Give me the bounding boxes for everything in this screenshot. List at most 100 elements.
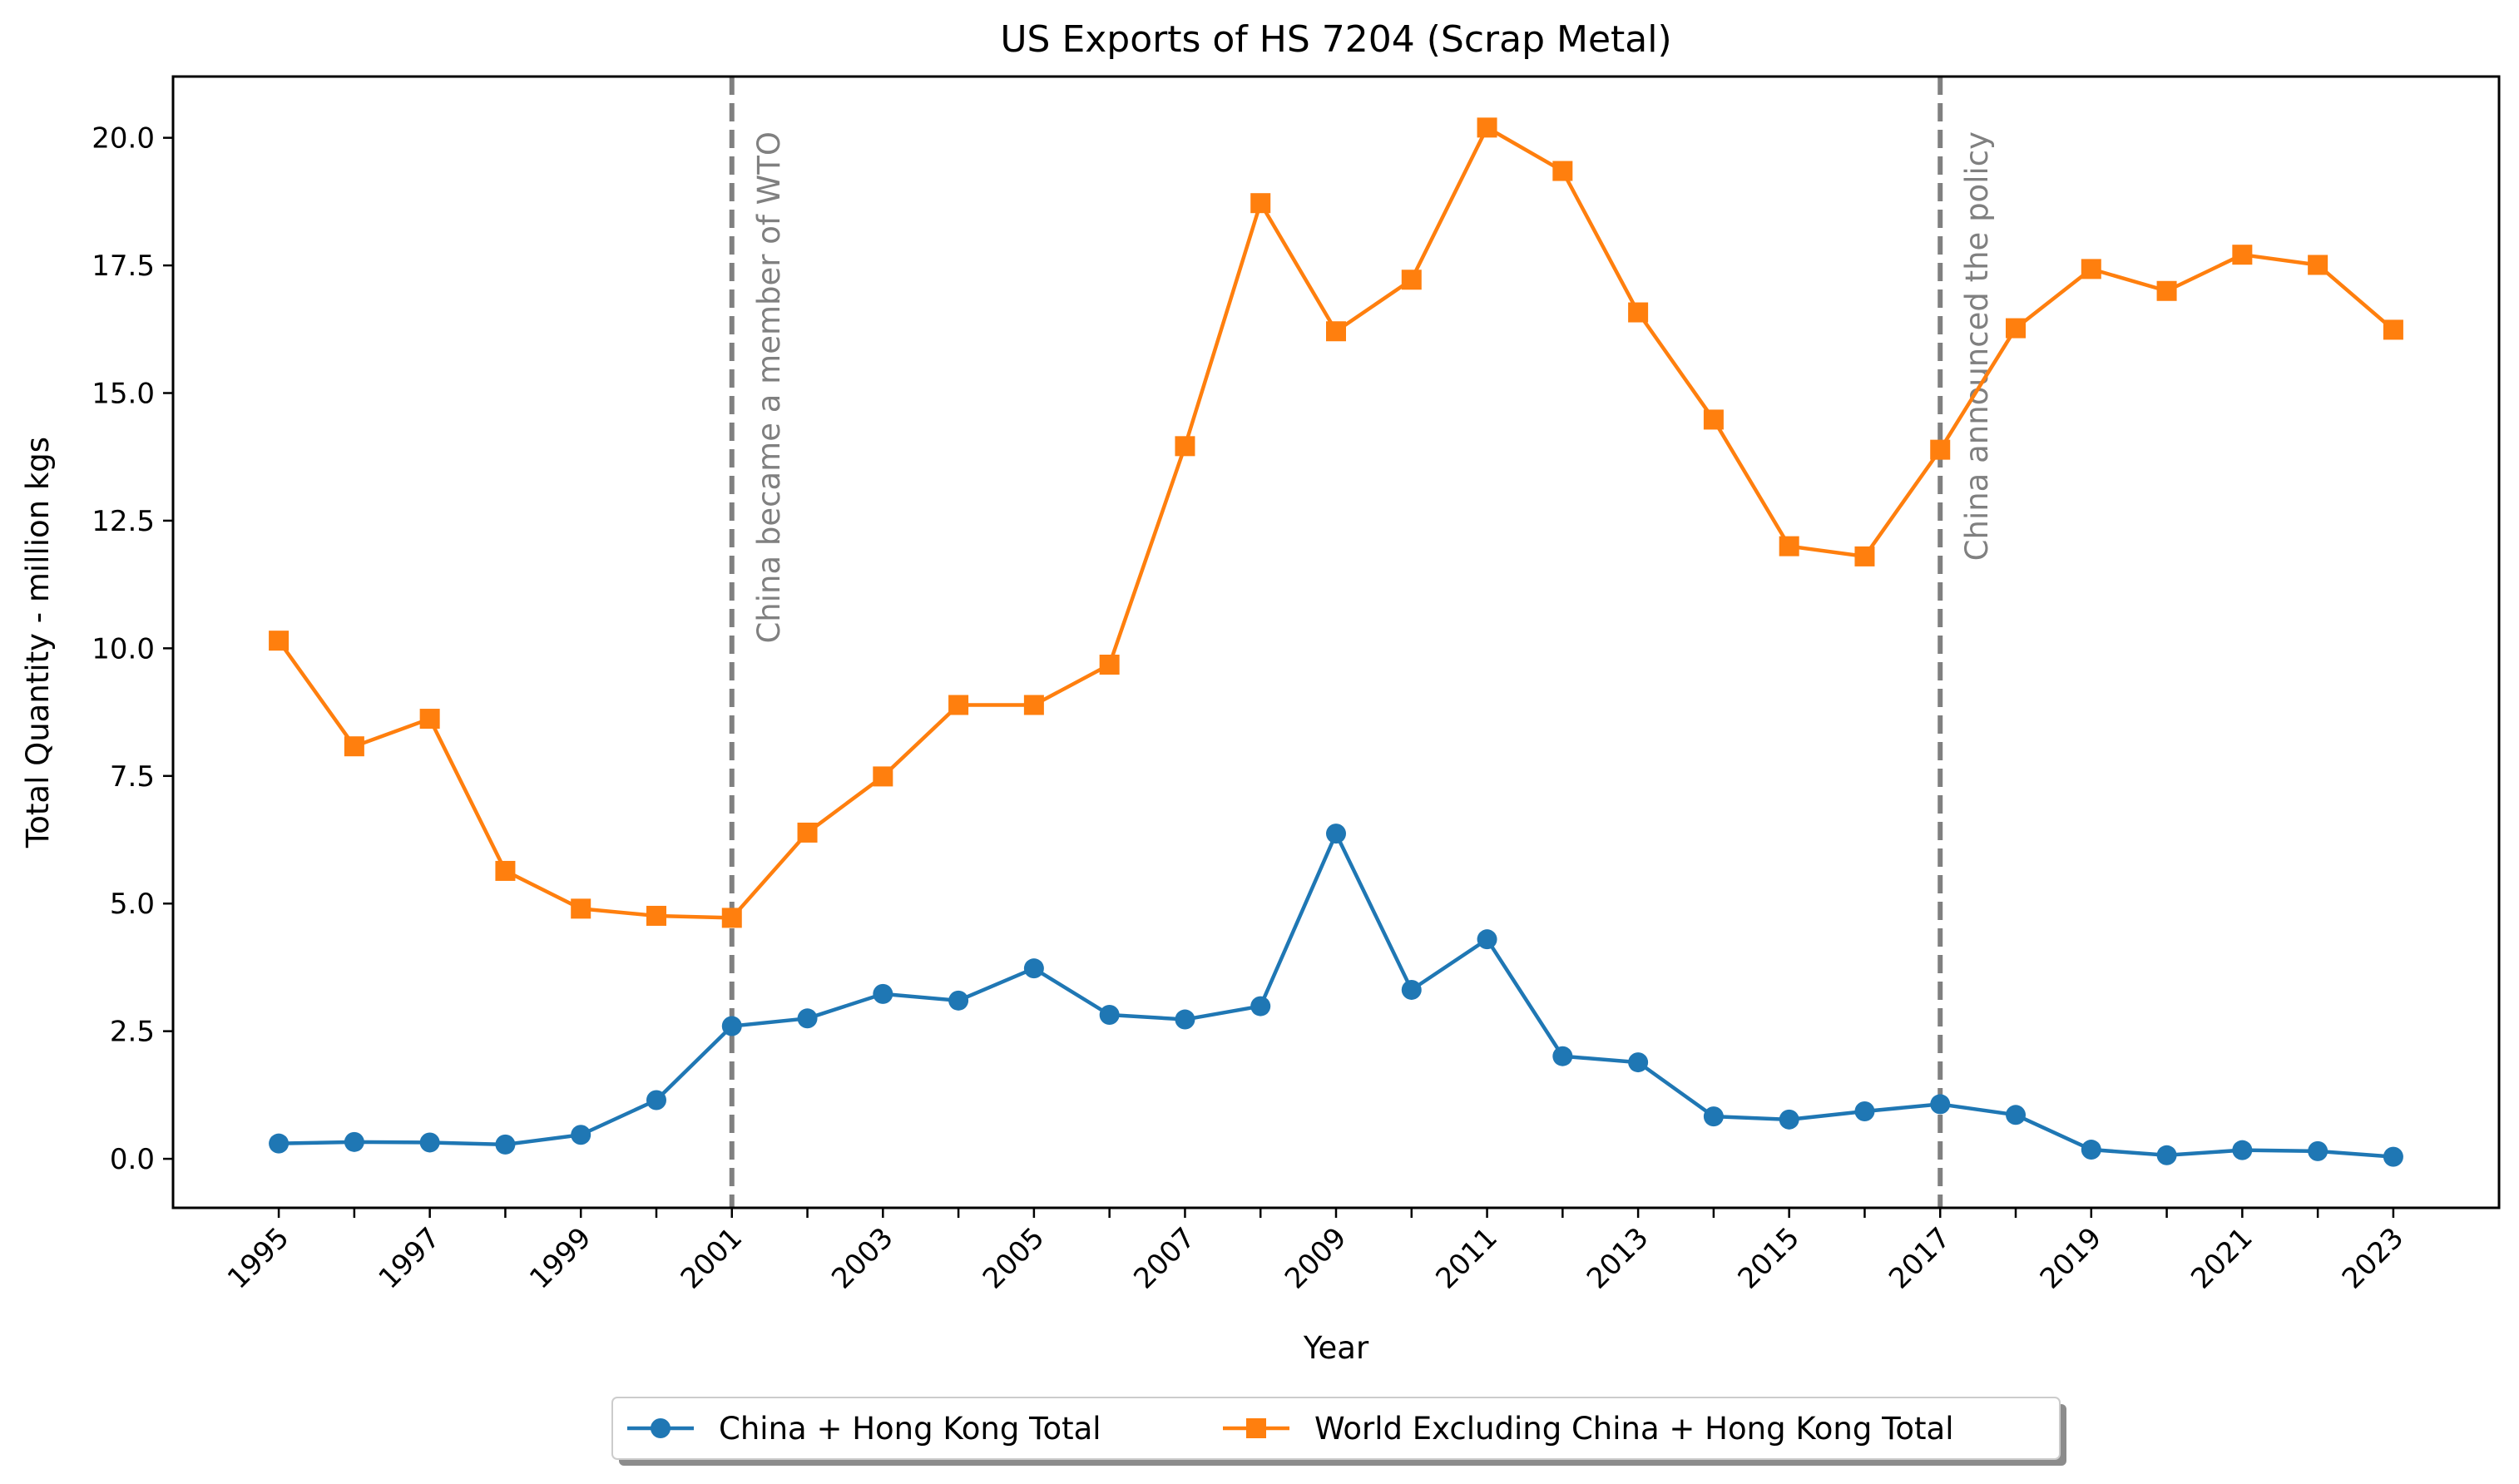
legend-marker <box>651 1418 671 1438</box>
y-tick-label: 12.5 <box>92 505 155 538</box>
data-point <box>2081 1140 2101 1160</box>
data-point <box>1930 1094 1951 1115</box>
data-point <box>2383 319 2403 340</box>
data-point <box>269 631 290 651</box>
series <box>269 824 2403 1167</box>
y-tick-label: 5.0 <box>110 888 155 921</box>
data-point <box>2006 318 2027 339</box>
x-tick-label: 2013 <box>1581 1221 1655 1295</box>
data-point <box>419 709 440 730</box>
data-point <box>646 905 666 926</box>
data-point <box>344 1131 364 1152</box>
data-point <box>797 822 818 843</box>
data-point <box>1703 409 1724 430</box>
series-layer <box>269 117 2403 1167</box>
data-point <box>1099 1005 1120 1026</box>
y-tick-label: 15.0 <box>92 378 155 411</box>
x-tick-label: 2015 <box>1732 1221 1806 1295</box>
reference-line-label: China became a member of WTO <box>751 131 787 644</box>
x-tick-label: 1997 <box>373 1221 447 1295</box>
x-tick-label: 2017 <box>1883 1221 1957 1295</box>
data-point <box>1099 655 1120 675</box>
y-axis-label: Total Quantity - million kgs <box>20 437 56 848</box>
data-point <box>1930 439 1951 460</box>
y-axis: 0.0 2.5 5.0 7.5 10.0 12.5 15.0 17.5 20.0 <box>92 122 173 1176</box>
reference-lines: China became a member of WTO China announ… <box>729 77 1995 1208</box>
data-point <box>1552 1046 1573 1066</box>
x-tick-label: 1995 <box>221 1221 295 1295</box>
chart-title: US Exports of HS 7204 (Scrap Metal) <box>1000 18 1671 61</box>
x-axis: 1995 1997 1999 2001 2003 2005 2007 2009 2011 2013… <box>221 1208 2410 1296</box>
data-point <box>873 766 893 787</box>
data-point <box>1854 1101 1875 1122</box>
data-point <box>1023 958 1044 979</box>
legend-label: China + Hong Kong Total <box>719 1411 1101 1447</box>
data-point <box>2156 280 2177 301</box>
data-point <box>1401 979 1422 1000</box>
data-point <box>1779 1109 1799 1130</box>
data-point <box>2308 1140 2328 1161</box>
data-point <box>2232 1140 2253 1160</box>
x-tick-label: 2003 <box>825 1221 899 1295</box>
x-tick-label: 2007 <box>1127 1221 1201 1295</box>
x-tick-label: 2001 <box>675 1221 749 1295</box>
data-point <box>495 860 516 881</box>
plot-frame <box>171 75 2501 1209</box>
data-point <box>1477 929 1497 950</box>
x-tick-label: 2005 <box>977 1221 1051 1295</box>
series-line <box>277 126 2395 920</box>
y-tick-label: 20.0 <box>92 122 155 156</box>
data-point <box>797 1008 818 1029</box>
data-point <box>1023 695 1044 715</box>
legend-entry: World Excluding China + Hong Kong Total <box>1223 1411 1954 1447</box>
data-point <box>1628 1052 1649 1073</box>
x-tick-label: 2021 <box>2185 1221 2259 1295</box>
data-point <box>2232 245 2253 265</box>
x-tick-label: 2023 <box>2336 1221 2410 1295</box>
series-line <box>279 831 2394 1159</box>
data-point <box>948 695 969 715</box>
legend-entry: China + Hong Kong Total <box>627 1411 1101 1447</box>
y-tick-label: 2.5 <box>110 1016 155 1049</box>
x-tick-label: 2011 <box>1429 1221 1503 1295</box>
legend-box <box>611 1397 2061 1460</box>
x-tick-label: 2009 <box>1279 1221 1353 1295</box>
data-point <box>1250 193 1271 214</box>
series <box>269 117 2403 928</box>
data-point <box>495 1134 516 1155</box>
y-tick-label: 10.0 <box>92 632 155 665</box>
reference-line-label: China announced the policy <box>1959 131 1995 561</box>
x-axis-label: Year <box>1303 1330 1369 1366</box>
data-point <box>1552 161 1573 181</box>
data-point <box>721 1016 742 1036</box>
legend: China + Hong Kong Total World Excluding C… <box>611 1397 2066 1466</box>
data-point <box>1477 117 1497 138</box>
x-tick-label: 2019 <box>2034 1221 2108 1295</box>
data-point <box>344 736 364 757</box>
data-point <box>419 1132 440 1153</box>
y-tick-label: 0.0 <box>110 1143 155 1176</box>
data-point <box>1250 996 1271 1017</box>
data-point <box>571 898 591 919</box>
data-point <box>1854 546 1875 566</box>
data-point <box>2006 1105 2027 1125</box>
data-point <box>2081 259 2101 279</box>
data-point <box>2156 1145 2177 1165</box>
x-tick-label: 1999 <box>523 1221 597 1295</box>
data-point <box>1326 321 1346 342</box>
data-point <box>571 1125 591 1145</box>
legend-marker <box>1246 1418 1266 1438</box>
data-point <box>1175 1009 1195 1030</box>
data-point <box>1779 536 1799 556</box>
data-point <box>2308 255 2328 275</box>
data-point <box>1175 436 1195 457</box>
data-point <box>2383 1146 2403 1167</box>
data-point <box>721 908 742 928</box>
data-point <box>1703 1106 1724 1127</box>
data-point <box>646 1090 666 1111</box>
data-point <box>1326 824 1346 844</box>
y-tick-label: 7.5 <box>110 760 155 794</box>
legend-label: World Excluding China + Hong Kong Total <box>1314 1411 1954 1447</box>
